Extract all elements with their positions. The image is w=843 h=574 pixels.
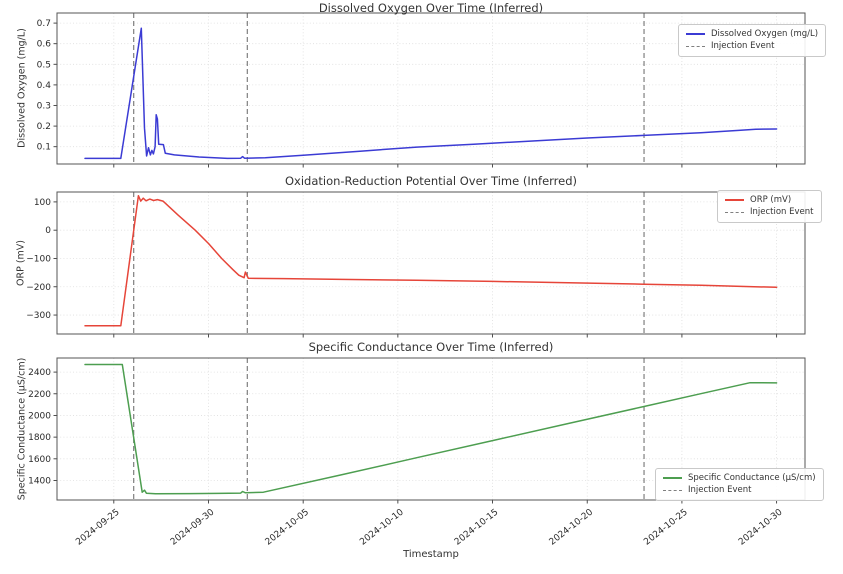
- plot-border: [56, 12, 806, 165]
- dashed-line-sample-icon: [663, 489, 682, 491]
- x-tick-label: 2024-10-15: [453, 507, 500, 547]
- y-tick-label: −100: [26, 254, 51, 264]
- x-tick-label: 2024-09-25: [74, 507, 121, 547]
- y-tick-label: 0.1: [37, 143, 51, 153]
- y-tick-label: 1800: [28, 433, 51, 443]
- series-line: [84, 194, 778, 327]
- dashed-line-sample-icon: [725, 211, 744, 213]
- legend-dissolved-oxygen: Dissolved Oxygen (mg/L) Injection Event: [678, 24, 827, 57]
- chart2-ylabel: ORP (mV): [15, 240, 27, 286]
- chart1-ylabel: Dissolved Oxygen (mg/L): [16, 28, 28, 148]
- y-tick-label: −200: [26, 283, 51, 293]
- line-sample-icon: [686, 33, 705, 35]
- legend-label: Injection Event: [711, 41, 775, 51]
- legend-label: Injection Event: [688, 485, 752, 495]
- legend-entry: ORP (mV): [725, 194, 814, 206]
- plot-border: [56, 357, 806, 501]
- legend-entry: Injection Event: [686, 40, 818, 52]
- chart-0-plot-area: 0.1 0.2 0.3 0.4 0.5 0.6 0.7: [37, 12, 806, 168]
- y-tick-label: 0.5: [37, 60, 51, 70]
- legend-label: ORP (mV): [750, 195, 792, 205]
- x-tick-label: 2024-10-30: [737, 507, 785, 547]
- legend-label: Injection Event: [750, 207, 814, 217]
- dashed-line-sample-icon: [686, 45, 705, 47]
- legend-label: Dissolved Oxygen (mg/L): [711, 29, 819, 39]
- x-tick-label: 2024-10-10: [358, 507, 406, 547]
- x-tick-label: 2024-09-30: [169, 507, 217, 547]
- chart-1-plot-area: −300 −200 −100 0 100: [26, 191, 806, 338]
- y-tick-label: 0.7: [37, 19, 51, 29]
- line-sample-icon: [725, 199, 744, 201]
- x-axis-label: Timestamp: [403, 549, 459, 560]
- y-tick-label: 100: [34, 198, 51, 208]
- x-tick-label: 2024-10-25: [642, 507, 689, 547]
- series-line: [84, 363, 778, 495]
- y-tick-label: −300: [26, 311, 51, 321]
- y-tick-label: 0.6: [37, 40, 52, 50]
- legend-specific-conductance: Specific Conductance (µS/cm) Injection E…: [655, 468, 824, 501]
- chart3-ylabel: Specific Conductance (µS/cm): [16, 357, 28, 501]
- y-tick-label: 1600: [28, 455, 51, 465]
- y-tick-label: 0.4: [37, 81, 52, 91]
- plot-border: [56, 191, 806, 335]
- chart2-title: Oxidation-Reduction Potential Over Time …: [284, 174, 578, 188]
- x-tick-label: 2024-10-20: [548, 507, 596, 547]
- legend-label: Specific Conductance (µS/cm): [688, 473, 816, 483]
- legend-entry: Dissolved Oxygen (mg/L): [686, 28, 818, 40]
- chart3-title: Specific Conductance Over Time (Inferred…: [308, 340, 554, 354]
- legend-orp: ORP (mV) Injection Event: [717, 190, 822, 223]
- y-tick-label: 2400: [28, 368, 51, 378]
- legend-entry: Injection Event: [725, 206, 814, 218]
- legend-entry: Specific Conductance (µS/cm): [663, 472, 816, 484]
- y-tick-label: 1400: [28, 476, 51, 486]
- x-tick-label: 2024-10-05: [264, 507, 311, 547]
- y-tick-label: 0.2: [37, 122, 51, 132]
- y-tick-label: 0: [45, 226, 51, 236]
- legend-entry: Injection Event: [663, 484, 816, 496]
- line-sample-icon: [663, 477, 682, 479]
- y-tick-label: 2000: [28, 411, 51, 421]
- series-line: [84, 27, 778, 160]
- y-tick-label: 0.3: [37, 101, 51, 111]
- chart1-title: Dissolved Oxygen Over Time (Inferred): [318, 1, 544, 15]
- y-tick-label: 2200: [28, 390, 51, 400]
- chart-2-plot-area: 2024-09-25 2024-09-30 2024-10-05 2024-10-10…: [28, 357, 806, 548]
